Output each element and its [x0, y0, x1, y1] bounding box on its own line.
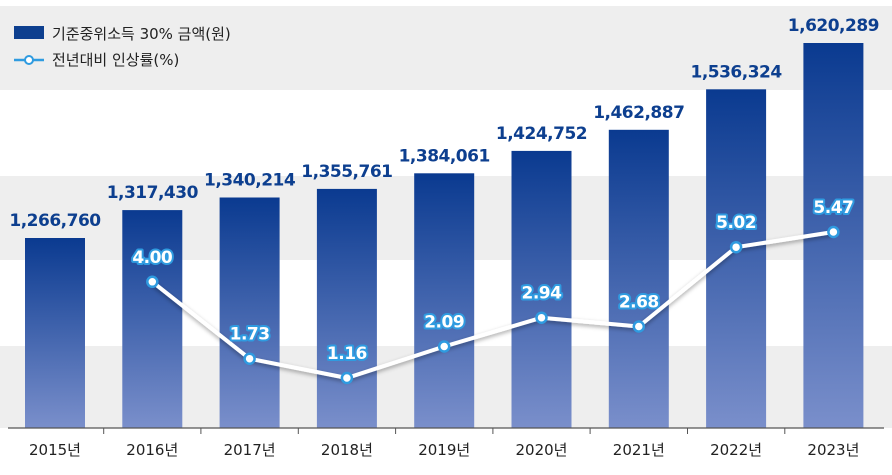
rate-value-label: 2.68: [619, 293, 659, 313]
x-tick-label: 2022년: [710, 441, 762, 459]
bar: [316, 188, 377, 428]
bar-value-label: 1,384,061: [399, 146, 490, 166]
rate-value-label: 4.00: [132, 248, 173, 268]
rate-value-label: 2.09: [424, 313, 464, 333]
bar: [414, 173, 475, 428]
x-axis-ticks: 2015년 2016년 2017년 2018년 2019년 2020년 2021년 2022년…: [29, 428, 859, 459]
bar-series: [25, 43, 864, 429]
legend-line-label: 전년대비 인상률(%): [52, 51, 179, 69]
bar: [706, 89, 767, 429]
x-tick-label: 2020년: [516, 441, 568, 459]
x-tick-label: 2015년: [29, 441, 81, 459]
rate-value-label: 1.16: [327, 344, 367, 364]
bar-value-label: 1,424,752: [496, 124, 587, 144]
rate-value-label: 5.02: [716, 213, 756, 233]
bar: [608, 129, 669, 429]
bar-value-label: 1,620,289: [788, 16, 879, 36]
bar-value-label: 1,266,760: [9, 211, 101, 231]
rate-value-label: 1.73: [230, 325, 270, 345]
x-tick-label: 2021년: [613, 441, 665, 459]
x-tick-label: 2017년: [224, 441, 276, 459]
bar: [219, 197, 280, 428]
rate-value-label: 5.47: [813, 198, 853, 218]
rate-data-labels: 4.00 1.73 1.16 2.09 2.94 2.68 5.02 5.47: [130, 196, 856, 366]
bar-value-label: 1,340,214: [204, 171, 296, 191]
rate-point: [437, 340, 451, 353]
rate-value-label: 2.94: [522, 284, 563, 304]
bar: [25, 238, 85, 428]
rate-point: [729, 240, 743, 254]
bar: [511, 150, 572, 428]
rate-point: [243, 352, 256, 365]
bar-value-label: 1,536,324: [690, 62, 782, 82]
rate-line: [151, 230, 834, 380]
rate-point: [632, 320, 646, 333]
x-tick-label: 2016년: [126, 441, 178, 459]
bar-value-label: 1,355,761: [301, 162, 392, 182]
rate-point: [340, 371, 354, 385]
bar: [122, 210, 183, 428]
legend-bar-swatch: [14, 26, 44, 39]
legend-bar-label: 기준중위소득 30% 금액(원): [52, 25, 231, 43]
x-tick-label: 2018년: [321, 441, 373, 459]
bar-value-label: 1,462,887: [593, 103, 684, 123]
rate-line-series: [146, 225, 840, 385]
legend: 기준중위소득 30% 금액(원) 전년대비 인상률(%): [14, 25, 231, 69]
rate-point: [535, 311, 548, 324]
bar-value-label: 1,317,430: [107, 183, 199, 203]
grid-band: [0, 6, 892, 90]
x-tick-label: 2019년: [418, 441, 470, 459]
legend-line-marker: [24, 55, 34, 65]
x-tick-label: 2023년: [807, 441, 859, 459]
rate-point: [827, 225, 840, 239]
rate-point: [146, 275, 159, 289]
